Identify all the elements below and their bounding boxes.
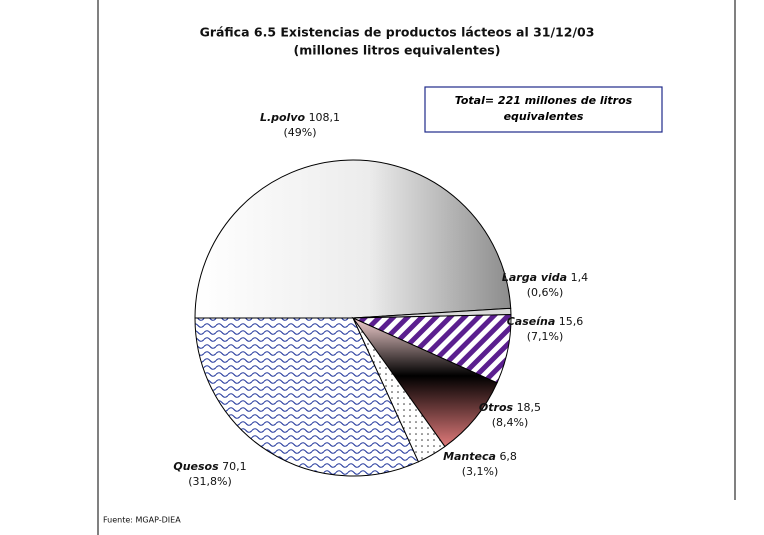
slice-value: 15,6 xyxy=(559,315,584,328)
slice-name: Manteca xyxy=(443,450,496,463)
pie-slice xyxy=(194,159,512,319)
slice-percent: (31,8%) xyxy=(188,475,232,488)
pie-slice xyxy=(194,317,420,477)
slice-label: Quesos 70,1 xyxy=(173,460,246,473)
slice-name: Caseína xyxy=(507,315,556,328)
slice-percent: (3,1%) xyxy=(462,465,499,478)
slice-value: 6,8 xyxy=(499,450,517,463)
slice-value: 1,4 xyxy=(571,271,589,284)
slice-label: L.polvo 108,1 xyxy=(260,111,340,124)
slice-label: Otros 18,5 xyxy=(479,401,541,414)
annotation: Total= 221 millones de litros equivalent… xyxy=(454,94,633,123)
slice-label: Larga vida 1,4 xyxy=(502,271,588,284)
chart-title: Gráfica 6.5 Existencias de productos lác… xyxy=(200,25,595,40)
slice-percent: (49%) xyxy=(283,126,316,139)
slice-value: 18,5 xyxy=(517,401,542,414)
slice-label: Caseína 15,6 xyxy=(507,315,584,328)
slice-name: Otros xyxy=(479,401,514,414)
slice-value: 70,1 xyxy=(222,460,247,473)
slice-value: 108,1 xyxy=(309,111,341,124)
slice-label: Manteca 6,8 xyxy=(443,450,517,463)
slice-percent: (0,6%) xyxy=(527,286,564,299)
slice-percent: (7,1%) xyxy=(527,330,564,343)
source: Fuente: MGAP-DIEA xyxy=(103,516,181,525)
annotation-wrap: Total= 221 millones de litros equivalent… xyxy=(454,94,633,123)
slice-percent: (8,4%) xyxy=(492,416,529,429)
annotation-box xyxy=(424,86,663,133)
slice-name: Larga vida xyxy=(502,271,567,284)
slice-name: Quesos xyxy=(173,460,219,473)
chart-subtitle: (millones litros equivalentes) xyxy=(294,43,501,58)
slice-name: L.polvo xyxy=(260,111,306,124)
